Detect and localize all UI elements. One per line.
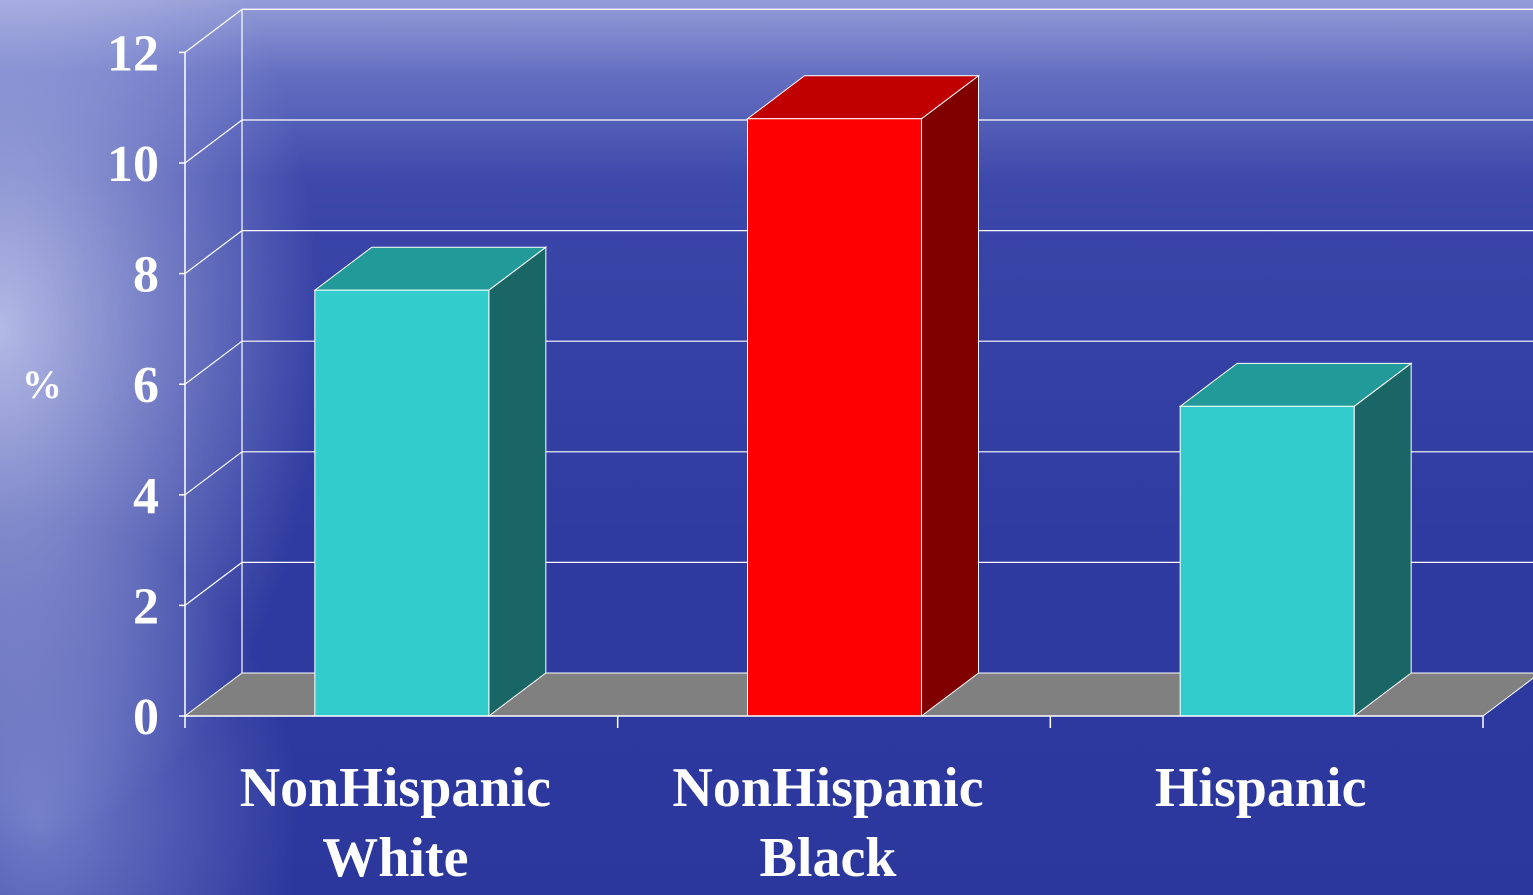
bar-side: [921, 74, 979, 718]
y-tick-label: 10: [107, 136, 159, 193]
y-tick-label: 12: [107, 25, 159, 82]
x-tick-label-line: Hispanic: [1155, 757, 1367, 819]
x-tick-label-line: White: [322, 827, 468, 889]
bar-side: [1353, 362, 1412, 718]
bar-side: [488, 246, 547, 718]
y-tick-label: 6: [133, 357, 159, 414]
side-wall-gridline: [184, 340, 243, 385]
x-tick-label-line: Black: [760, 827, 898, 889]
side-wall-gridline: [184, 561, 243, 606]
side-wall-gridline: [184, 119, 243, 164]
side-wall-gridline: [184, 230, 243, 275]
y-tick-label: 8: [133, 247, 159, 304]
x-tick-label: NonHispanic Black: [672, 757, 983, 889]
y-tick-label: 4: [133, 468, 159, 525]
y-axis-label: %: [22, 362, 62, 407]
x-tick-label: Hispanic: [1155, 757, 1367, 819]
bar: [314, 289, 490, 717]
side-wall-gridline: [184, 451, 243, 496]
side-wall-gridline: [184, 8, 243, 53]
y-tick-label: 0: [133, 689, 159, 746]
y-tick-label: 2: [133, 578, 159, 635]
x-tick-label-line: NonHispanic: [240, 757, 551, 819]
bar: [747, 118, 922, 717]
bar: [1179, 405, 1355, 717]
x-tick-label: NonHispanic White: [240, 757, 551, 889]
x-tick-label-line: NonHispanic: [672, 757, 983, 819]
